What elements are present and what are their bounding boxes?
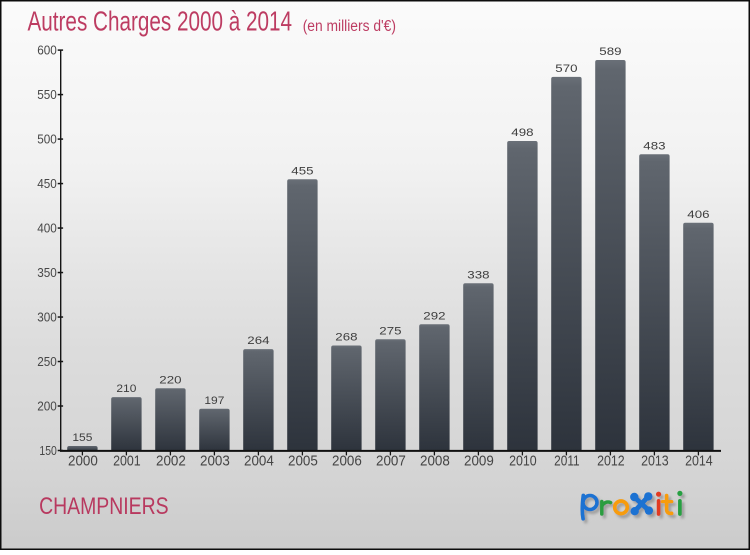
svg-text:155: 155 [72,432,92,444]
svg-text:2001: 2001 [113,454,141,470]
svg-text:550: 550 [37,87,57,102]
svg-text:2013: 2013 [641,454,669,470]
svg-text:(en milliers d'€): (en milliers d'€) [303,18,396,35]
svg-text:500: 500 [37,132,57,147]
svg-text:2014: 2014 [685,454,713,470]
svg-text:CHAMPNIERS: CHAMPNIERS [39,493,169,520]
svg-text:450: 450 [37,176,57,191]
svg-text:589: 589 [599,46,621,58]
svg-text:264: 264 [247,335,269,347]
svg-text:2009: 2009 [464,454,494,470]
svg-text:350: 350 [37,265,57,280]
svg-text:300: 300 [37,310,57,325]
svg-text:483: 483 [643,140,665,152]
svg-text:Autres Charges 2000 à 2014: Autres Charges 2000 à 2014 [28,6,293,37]
svg-text:150: 150 [39,443,56,458]
svg-text:338: 338 [467,269,489,281]
svg-text:2003: 2003 [200,454,230,470]
svg-text:2002: 2002 [156,454,186,470]
svg-text:220: 220 [159,374,181,386]
svg-text:2008: 2008 [420,454,450,470]
svg-text:2012: 2012 [597,454,625,470]
svg-text:268: 268 [335,332,357,344]
svg-text:250: 250 [37,354,57,369]
svg-text:2005: 2005 [288,454,318,470]
svg-text:210: 210 [116,383,136,395]
svg-text:2010: 2010 [509,454,537,470]
svg-text:498: 498 [511,127,533,139]
svg-text:2004: 2004 [244,454,274,470]
svg-text:292: 292 [423,310,445,322]
svg-text:2011: 2011 [554,454,580,470]
svg-text:570: 570 [555,63,577,75]
svg-text:200: 200 [37,399,57,414]
svg-text:197: 197 [204,395,224,407]
svg-text:455: 455 [291,165,313,177]
svg-text:2007: 2007 [376,454,406,470]
svg-text:400: 400 [37,221,57,236]
svg-text:406: 406 [687,209,709,221]
svg-text:275: 275 [379,325,401,337]
svg-text:600: 600 [37,43,57,58]
svg-text:2006: 2006 [332,454,362,470]
svg-text:2000: 2000 [68,454,98,470]
